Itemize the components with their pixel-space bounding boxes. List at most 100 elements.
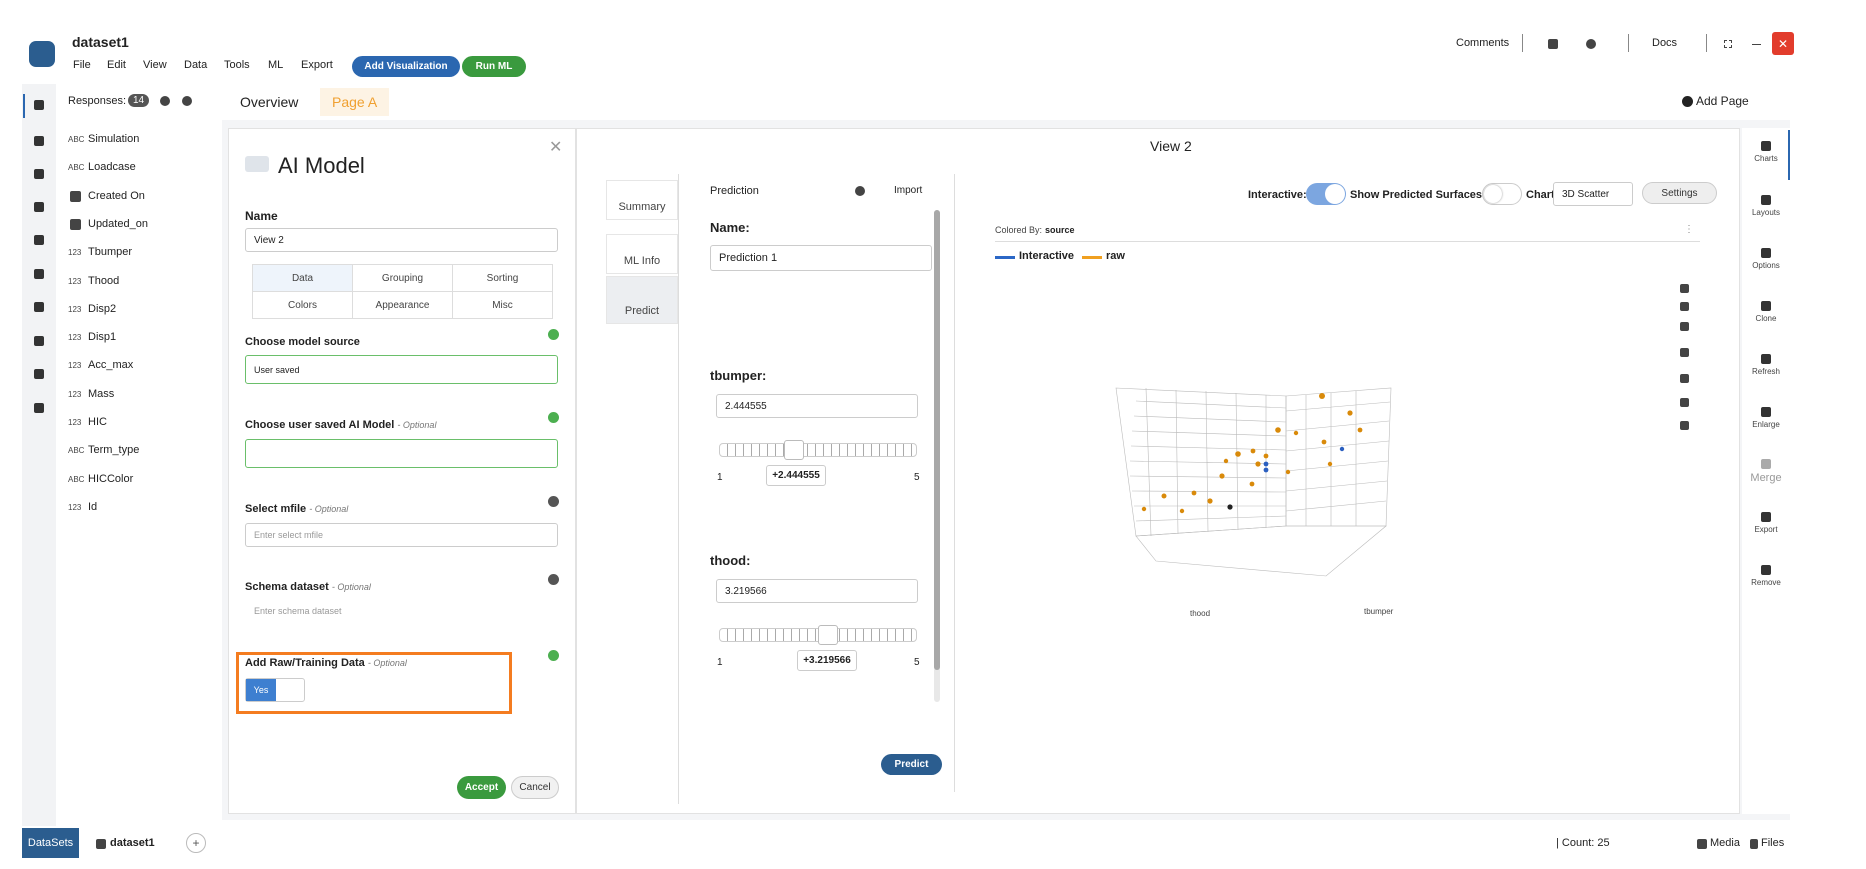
field-name[interactable]: HIC (88, 416, 107, 428)
subtab[interactable]: Colors (252, 291, 353, 319)
right-bar-icon[interactable] (1761, 407, 1771, 417)
field-name[interactable]: Updated_on (88, 217, 148, 230)
right-bar-label[interactable]: Clone (1755, 314, 1777, 323)
right-bar-icon[interactable] (1761, 141, 1771, 151)
field-name[interactable]: Disp1 (88, 331, 117, 344)
slider-thumb[interactable] (818, 625, 838, 645)
field-name[interactable]: Acc_max (88, 359, 134, 372)
field-name[interactable]: Mass (88, 387, 115, 400)
plot-tool[interactable] (1680, 302, 1689, 311)
strip-icon[interactable] (34, 235, 44, 245)
logo[interactable] (29, 41, 55, 67)
param-input[interactable]: 2.444555 (716, 394, 918, 418)
right-bar-icon[interactable] (1761, 248, 1771, 258)
add-visualization-button[interactable]: Add Visualization (352, 56, 460, 77)
right-bar-label[interactable]: Options (1752, 261, 1780, 270)
import-button[interactable]: Import (894, 185, 923, 196)
chart-type-select[interactable]: 3D Scatter (1553, 182, 1633, 206)
strip-icon[interactable] (34, 403, 44, 413)
param-input[interactable]: 3.219566 (716, 579, 918, 603)
menu-item[interactable]: Export (301, 59, 333, 71)
plot-tool[interactable] (1680, 421, 1689, 430)
strip-icon[interactable] (34, 336, 44, 346)
right-bar-label[interactable]: Remove (1751, 578, 1781, 587)
settings-button[interactable]: Settings (1642, 182, 1717, 204)
cancel-button[interactable]: Cancel (511, 776, 559, 799)
surfaces-toggle[interactable] (1482, 183, 1522, 205)
right-bar-label[interactable]: Layouts (1751, 208, 1781, 217)
select-input[interactable]: User saved (245, 355, 558, 384)
predict-button[interactable]: Predict (881, 754, 942, 775)
plot-tool[interactable] (1680, 348, 1689, 357)
right-bar-label[interactable]: Export (1754, 525, 1778, 534)
panel-close[interactable]: ✕ (549, 139, 563, 156)
plot-tool[interactable] (1680, 322, 1689, 331)
add-page-icon[interactable] (1682, 96, 1693, 107)
interactive-toggle[interactable] (1306, 183, 1346, 205)
fullscreen-button[interactable] (1724, 40, 1732, 48)
field-name[interactable]: Loadcase (88, 161, 136, 174)
name-input[interactable]: View 2 (245, 228, 558, 252)
right-bar-icon[interactable] (1761, 512, 1771, 522)
settings-icon[interactable] (182, 96, 192, 106)
field-name[interactable]: Simulation (88, 133, 140, 145)
subtab[interactable]: Grouping (352, 264, 453, 292)
subtab[interactable]: Misc (452, 291, 553, 319)
tab-overview[interactable]: Overview (240, 94, 299, 110)
datasets-tab[interactable]: DataSets (22, 828, 79, 858)
prediction-name-input[interactable]: Prediction 1 (710, 245, 932, 271)
plot-tool[interactable] (1680, 374, 1689, 383)
plot-tool[interactable] (1680, 284, 1689, 293)
strip-icon[interactable] (34, 100, 44, 110)
prediction-settings[interactable] (855, 186, 865, 196)
run-ml-button[interactable]: Run ML (462, 56, 526, 77)
right-bar-icon[interactable] (1761, 354, 1771, 364)
files[interactable]: Files (1761, 837, 1785, 849)
field-name[interactable]: HICColor (88, 472, 134, 485)
strip-icon[interactable] (34, 136, 44, 146)
strip-icon[interactable] (34, 169, 44, 179)
search-icon[interactable] (160, 96, 170, 106)
dataset-tab[interactable]: dataset1 (110, 837, 155, 849)
right-bar-label[interactable]: Charts (1754, 154, 1778, 163)
filter-icon[interactable] (1548, 39, 1558, 49)
docs-button[interactable]: Docs (1652, 37, 1678, 49)
field-name[interactable]: Tbumper (88, 246, 133, 259)
right-bar-icon[interactable] (1761, 195, 1771, 205)
comments-button[interactable]: Comments (1456, 37, 1510, 49)
strip-icon[interactable] (34, 369, 44, 379)
menu-item[interactable]: View (143, 59, 167, 71)
subtab[interactable]: Sorting (452, 264, 553, 292)
text-input[interactable]: Enter schema dataset (254, 606, 342, 616)
right-bar-label[interactable]: Merge (1750, 472, 1782, 484)
settings-icon[interactable] (1586, 39, 1596, 49)
menu-item[interactable]: Tools (224, 59, 250, 71)
menu-item[interactable]: Data (184, 59, 208, 71)
field-name[interactable]: Disp2 (88, 302, 117, 315)
tab-page-a[interactable]: Page A (320, 88, 390, 116)
menu-item[interactable]: ML (268, 59, 284, 71)
right-bar-icon[interactable] (1761, 459, 1771, 469)
field-name[interactable]: Thood (88, 274, 120, 287)
slider-thumb[interactable] (784, 440, 804, 460)
add-page[interactable]: Add Page (1696, 94, 1749, 108)
toggle[interactable]: Yes (245, 678, 305, 702)
plot-tool[interactable] (1680, 398, 1689, 407)
right-bar-icon[interactable] (1761, 301, 1771, 311)
strip-icon[interactable] (34, 302, 44, 312)
strip-icon[interactable] (34, 269, 44, 279)
right-bar-label[interactable]: Refresh (1751, 367, 1780, 376)
side-tab[interactable]: Summary (606, 180, 678, 220)
right-bar-icon[interactable] (1761, 565, 1771, 575)
field-name[interactable]: Created On (88, 189, 145, 202)
field-name[interactable]: Id (88, 500, 98, 513)
subtab[interactable]: Appearance (352, 291, 453, 319)
accept-button[interactable]: Accept (457, 776, 506, 799)
media[interactable]: Media (1710, 837, 1740, 849)
minimize-button[interactable] (1752, 44, 1761, 45)
select-input[interactable] (245, 439, 558, 468)
strip-icon[interactable] (34, 202, 44, 212)
subtab[interactable]: Data (252, 264, 353, 292)
side-tab[interactable]: Predict (606, 276, 678, 324)
close-button[interactable]: ✕ (1772, 32, 1794, 55)
